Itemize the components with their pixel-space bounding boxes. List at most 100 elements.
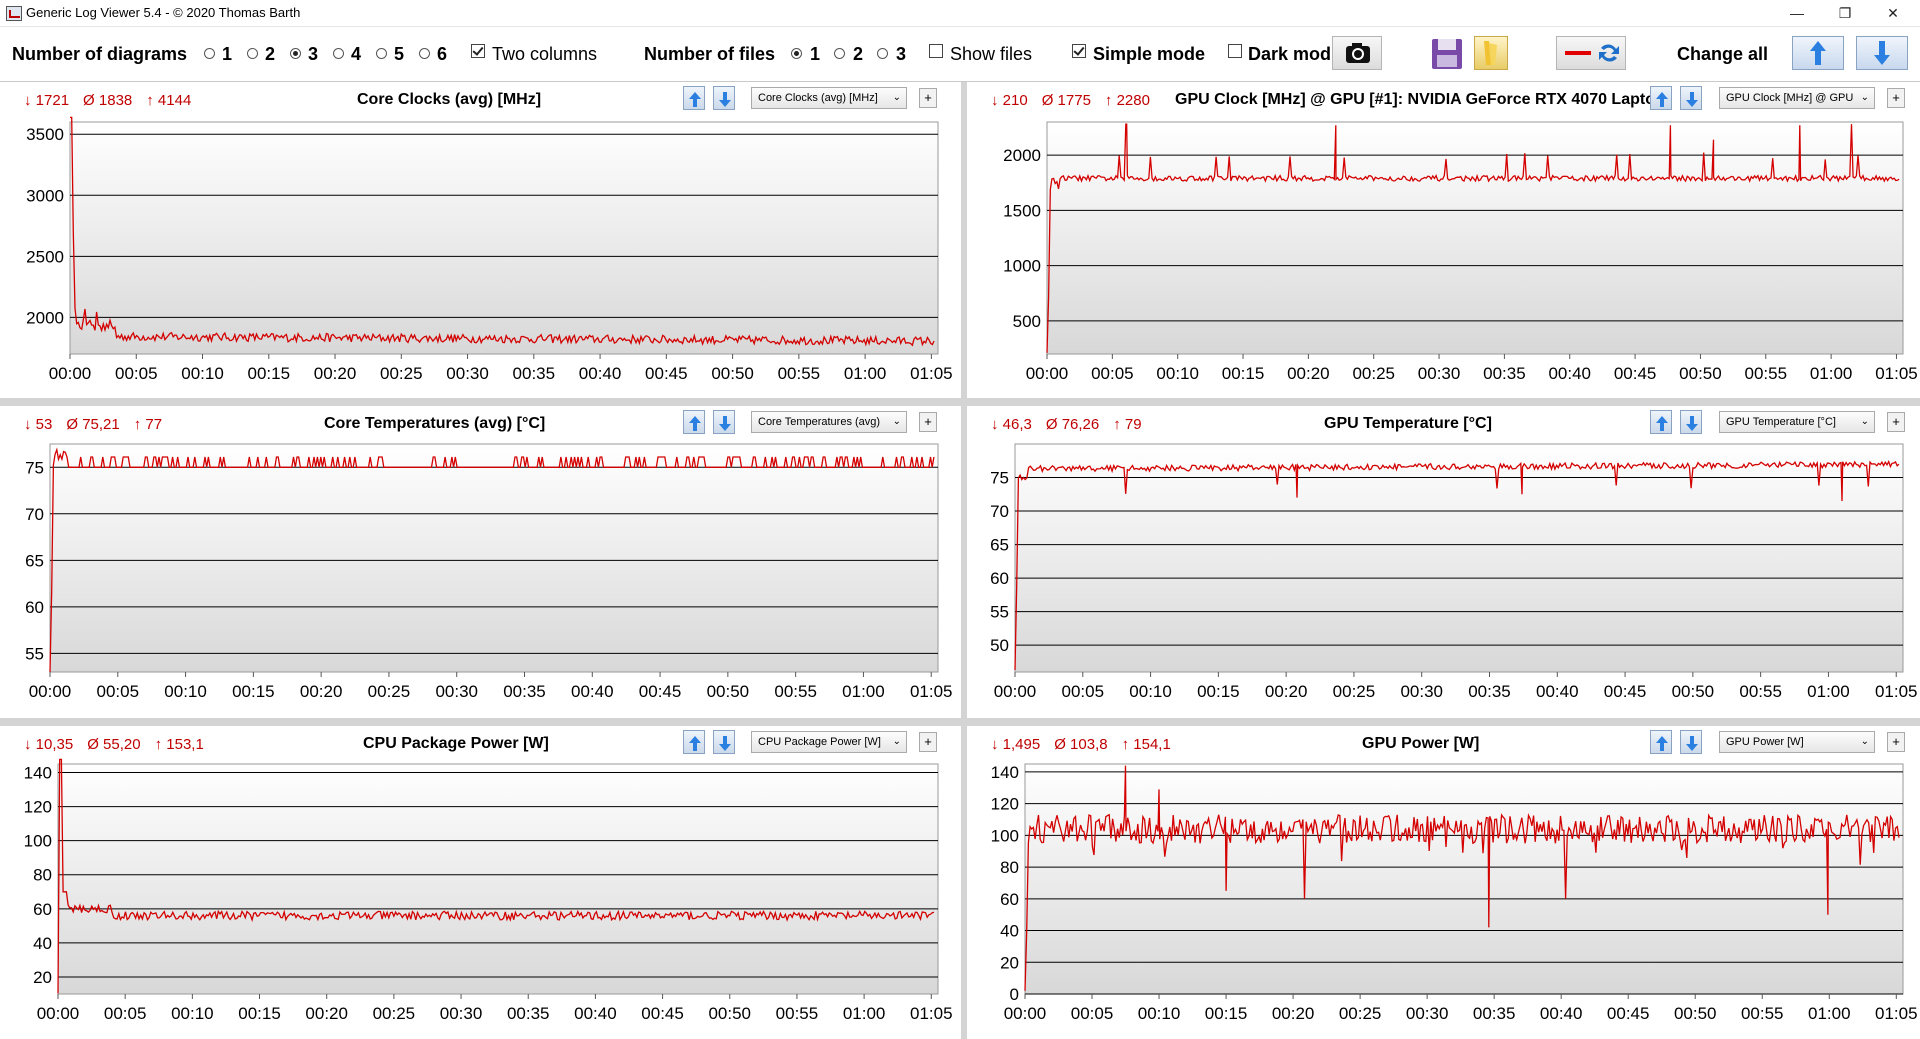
diagram-title: GPU Clock [MHz] @ GPU [#1]: NVIDIA GeFor… — [1175, 91, 1655, 108]
x-tick-label: 01:00 — [843, 1004, 886, 1023]
move-up-button[interactable] — [683, 730, 705, 754]
move-down-button[interactable] — [713, 86, 735, 110]
channel-select[interactable]: GPU Power [W] ⌄ — [1719, 731, 1875, 753]
arrow-up-icon — [1656, 736, 1668, 751]
channel-select-value: GPU Temperature [°C] — [1726, 416, 1836, 428]
row-divider-2[interactable] — [0, 718, 1920, 726]
add-diagram-button[interactable]: + — [1887, 88, 1905, 108]
x-tick-label: 00:00 — [1026, 364, 1069, 383]
y-tick-label: 80 — [1000, 858, 1019, 877]
arrow-down-icon — [1686, 736, 1698, 751]
move-down-button[interactable] — [713, 410, 735, 434]
restore-button[interactable]: ❐ — [1838, 5, 1852, 21]
x-tick-label: 00:30 — [1400, 682, 1443, 701]
move-up-button[interactable] — [1650, 410, 1672, 434]
y-tick-label: 70 — [990, 502, 1009, 521]
x-tick-label: 00:25 — [1339, 1004, 1382, 1023]
stat-max: ↑ 79 — [1113, 416, 1142, 433]
move-up-button[interactable] — [683, 410, 705, 434]
x-tick-label: 00:55 — [1741, 1004, 1784, 1023]
diagram-radio-5[interactable] — [376, 48, 387, 59]
x-tick-label: 00:50 — [1679, 364, 1722, 383]
simple-mode-checkbox[interactable] — [1072, 44, 1086, 58]
close-button[interactable]: ✕ — [1887, 5, 1899, 21]
chevron-down-icon: ⌄ — [1860, 416, 1869, 427]
move-down-button[interactable] — [713, 730, 735, 754]
diagram-title: GPU Power [W] — [1362, 735, 1480, 752]
x-tick-label: 00:25 — [373, 1004, 416, 1023]
diagram-title: Core Temperatures (avg) [°C] — [324, 415, 546, 432]
stat-min: ↓ 210 — [991, 92, 1028, 109]
diagram-radio-6[interactable] — [419, 48, 430, 59]
y-tick-label: 3500 — [26, 125, 64, 144]
show-files-label: Show files — [950, 44, 1033, 64]
folder-icon — [1484, 41, 1497, 65]
stats-row: ↓ 10,35 Ø 55,20 ↑ 153,1 — [24, 736, 218, 753]
channel-select-value: GPU Power [W] — [1726, 736, 1804, 748]
line-refresh-icon — [1565, 44, 1619, 62]
x-tick-label: 01:05 — [910, 1004, 953, 1023]
diagram-panel-3: 55 60 65 70 75 00:00 00:05 00:10 00:15 00:20 00:25… — [0, 406, 961, 718]
channel-select[interactable]: CPU Package Power [W] ⌄ — [751, 731, 907, 753]
diagram-title: GPU Temperature [°C] — [1324, 415, 1492, 432]
x-tick-label: 00:50 — [708, 1004, 751, 1023]
channel-select[interactable]: Core Clocks (avg) [MHz] ⌄ — [751, 87, 907, 109]
x-tick-label: 01:05 — [1875, 1004, 1918, 1023]
stat-max: ↑ 4144 — [146, 92, 192, 109]
file-radio-3[interactable] — [877, 48, 888, 59]
channel-select[interactable]: Core Temperatures (avg) ⌄ — [751, 411, 907, 433]
move-up-button[interactable] — [1650, 86, 1672, 110]
minimize-button[interactable]: — — [1790, 5, 1804, 21]
floppy-disk-icon — [1432, 39, 1462, 69]
x-tick-label: 00:25 — [380, 364, 423, 383]
two-columns-checkbox[interactable] — [471, 44, 485, 58]
y-tick-label: 20 — [1000, 953, 1019, 972]
x-tick-label: 00:50 — [1674, 1004, 1717, 1023]
plot-area — [69, 121, 939, 355]
file-radio-1[interactable] — [791, 48, 802, 59]
add-diagram-button[interactable]: + — [919, 412, 937, 432]
move-down-button[interactable] — [1680, 86, 1702, 110]
y-tick-label: 3000 — [26, 186, 64, 205]
x-tick-label: 00:40 — [1548, 364, 1591, 383]
chart-2: 500 1000 1500 2000 00:00 00:05 00:10 00:15 00:20… — [1003, 121, 1918, 383]
chevron-down-icon: ⌄ — [892, 416, 901, 427]
show-files-checkbox[interactable] — [929, 44, 943, 58]
add-diagram-button[interactable]: + — [1887, 732, 1905, 752]
column-divider[interactable] — [961, 82, 967, 1039]
x-tick-label: 00:10 — [164, 682, 207, 701]
add-diagram-button[interactable]: + — [1887, 412, 1905, 432]
move-down-button[interactable] — [1680, 410, 1702, 434]
stat-min: ↓ 10,35 — [24, 736, 74, 753]
row-divider-1[interactable] — [0, 398, 1920, 406]
dark-mode-checkbox[interactable] — [1228, 44, 1242, 58]
move-up-button[interactable] — [1650, 730, 1672, 754]
stats-row: ↓ 210 Ø 1775 ↑ 2280 — [991, 92, 1164, 109]
diagram-radio-3[interactable] — [290, 48, 301, 59]
x-tick-label: 00:45 — [645, 364, 688, 383]
change-all-up-button[interactable] — [1792, 36, 1844, 70]
x-tick-label: 00:40 — [579, 364, 622, 383]
change-all-down-button[interactable] — [1856, 36, 1908, 70]
screenshot-button[interactable] — [1332, 36, 1382, 70]
reload-button[interactable] — [1556, 36, 1626, 70]
x-tick-label: 00:20 — [1272, 1004, 1315, 1023]
x-tick-label: 00:10 — [181, 364, 224, 383]
arrow-up-icon — [689, 736, 701, 751]
file-radio-2[interactable] — [834, 48, 845, 59]
channel-select[interactable]: GPU Temperature [°C] ⌄ — [1719, 411, 1875, 433]
x-tick-label: 00:30 — [440, 1004, 483, 1023]
add-diagram-button[interactable]: + — [919, 732, 937, 752]
move-up-button[interactable] — [683, 86, 705, 110]
x-tick-label: 00:10 — [1129, 682, 1172, 701]
diagram-radio-2[interactable] — [247, 48, 258, 59]
diagram-radio-1[interactable] — [204, 48, 215, 59]
save-button[interactable] — [1428, 36, 1468, 70]
move-down-button[interactable] — [1680, 730, 1702, 754]
series-line — [1024, 765, 1900, 991]
diagram-radio-4[interactable] — [333, 48, 344, 59]
channel-select[interactable]: GPU Clock [MHz] @ GPU ⌄ — [1719, 87, 1875, 109]
open-folder-button[interactable] — [1474, 36, 1508, 70]
add-diagram-button[interactable]: + — [919, 88, 937, 108]
toolbar: Number of diagrams 1 2 3 4 5 6 Two colum… — [0, 27, 1920, 83]
